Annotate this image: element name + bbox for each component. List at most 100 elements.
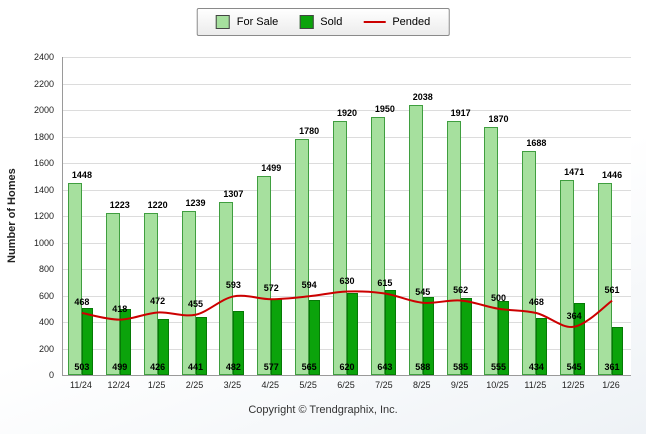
for-sale-bar [333, 120, 347, 375]
pended-value-label: 418 [112, 303, 128, 314]
for-sale-value-label: 1950 [374, 103, 395, 114]
x-tick-label: 9/25 [450, 380, 469, 390]
legend-label-sold: Sold [320, 16, 343, 28]
for-sale-bar [598, 183, 613, 375]
sold-bar [460, 297, 472, 375]
pended-value-label: 468 [74, 297, 90, 307]
sold-value-label: 441 [188, 362, 204, 372]
sold-value-label: 620 [339, 362, 355, 372]
for-sale-bar [295, 139, 310, 375]
x-tick-label: 8/25 [412, 380, 431, 390]
for-sale-bar [522, 151, 537, 375]
gridline [63, 110, 631, 111]
pended-line-path [81, 290, 613, 328]
for-sale-bar [67, 183, 82, 375]
y-tick-label: 1000 [33, 237, 54, 248]
pended-value-label: 364 [566, 310, 582, 321]
sold-bar [347, 292, 358, 375]
gridline [63, 189, 631, 191]
sold-value-label: 555 [490, 362, 506, 372]
x-tick-label: 1/26 [602, 380, 620, 390]
sold-value-label: 361 [604, 362, 620, 372]
x-tick-label: 3/25 [223, 380, 242, 390]
sold-value-label: 503 [74, 362, 90, 372]
pended-value-label: 594 [301, 280, 317, 291]
sold-value-label: 588 [415, 362, 431, 372]
sold-value-label: 577 [263, 362, 279, 372]
pended-value-label: 593 [225, 280, 241, 291]
sold-bar [422, 297, 434, 375]
pended-value-label: 455 [188, 298, 204, 309]
for-sale-value-label: 1239 [185, 197, 206, 208]
plot-area: 1448 503 468 1223 499 418 1220 426 472 1239 441 455… [62, 57, 631, 376]
for-sale-value-label: 1220 [147, 200, 168, 211]
sold-bar [612, 327, 624, 375]
x-tick-label: 4/25 [261, 380, 280, 390]
pended-value-label: 545 [415, 286, 431, 297]
x-tick-label: 10/25 [486, 380, 509, 390]
pended-value-label: 472 [150, 296, 166, 307]
sold-bar [574, 302, 586, 375]
for-sale-bar [143, 213, 158, 375]
legend-label-for-sale: For Sale [236, 16, 279, 28]
pended-value-label: 468 [528, 297, 544, 307]
sold-value-label: 426 [150, 362, 166, 372]
for-sale-value-label: 1471 [564, 167, 585, 178]
for-sale-swatch-icon [215, 15, 230, 29]
sold-bar [195, 316, 207, 375]
legend: For Sale Sold Pended [196, 8, 450, 36]
sold-bar [536, 317, 548, 375]
y-tick-label: 2400 [33, 52, 54, 62]
sold-value-label: 585 [453, 362, 469, 372]
pended-value-label: 572 [263, 283, 279, 294]
sold-value-label: 434 [528, 362, 544, 372]
sold-bar [119, 308, 131, 375]
y-tick-label: 0 [48, 370, 54, 380]
sold-value-label: 545 [566, 362, 582, 372]
x-tick-label: 11/24 [70, 380, 92, 390]
sold-bar [233, 311, 245, 375]
y-axis-title: Number of Homes [6, 168, 18, 264]
gridline [63, 163, 631, 164]
for-sale-value-label: 1307 [223, 188, 244, 199]
gridline [63, 242, 631, 244]
x-tick-label: 12/24 [107, 380, 131, 390]
y-tick-label: 1600 [33, 158, 54, 168]
for-sale-value-label: 1780 [299, 126, 320, 137]
gridline [63, 216, 631, 217]
for-sale-value-label: 1446 [602, 170, 623, 181]
x-tick-label: 6/25 [337, 380, 355, 390]
pended-line-swatch-icon [363, 21, 386, 23]
sold-bar [384, 289, 396, 375]
for-sale-value-label: 2038 [412, 91, 433, 102]
pended-value-label: 561 [604, 284, 620, 295]
pended-value-label: 615 [377, 277, 393, 288]
sold-bar [81, 308, 93, 375]
y-axis-ticks: 0 200 400 600 800 1000 1200 1400 1600 1800 2000 220… [24, 52, 58, 380]
y-tick-label: 400 [38, 317, 54, 327]
for-sale-value-label: 1917 [450, 108, 471, 118]
y-tick-label: 1200 [33, 211, 54, 221]
y-tick-label: 2000 [33, 105, 54, 115]
for-sale-bar [257, 176, 272, 375]
y-tick-label: 1800 [33, 131, 54, 142]
gridline [63, 57, 631, 58]
sold-value-label: 643 [377, 362, 393, 372]
for-sale-bar [105, 212, 120, 375]
sold-value-label: 565 [301, 362, 317, 372]
for-sale-bar [446, 121, 461, 375]
x-tick-label: 1/25 [147, 380, 166, 390]
y-tick-label: 200 [38, 343, 54, 354]
x-axis-ticks: 11/24 12/24 1/25 2/25 3/25 4/25 5/25 6/25 7/25 8/… [62, 380, 630, 394]
y-tick-label: 2200 [33, 78, 54, 89]
for-sale-value-label: 1448 [71, 170, 92, 181]
for-sale-bar [181, 210, 196, 375]
for-sale-bar [408, 104, 423, 375]
for-sale-bar [370, 116, 385, 375]
copyright-text: Copyright © Trendgraphix, Inc. [248, 404, 398, 416]
for-sale-value-label: 1920 [336, 107, 358, 118]
pended-line [81, 290, 613, 328]
gridline [63, 269, 631, 270]
sold-bar [498, 301, 510, 375]
